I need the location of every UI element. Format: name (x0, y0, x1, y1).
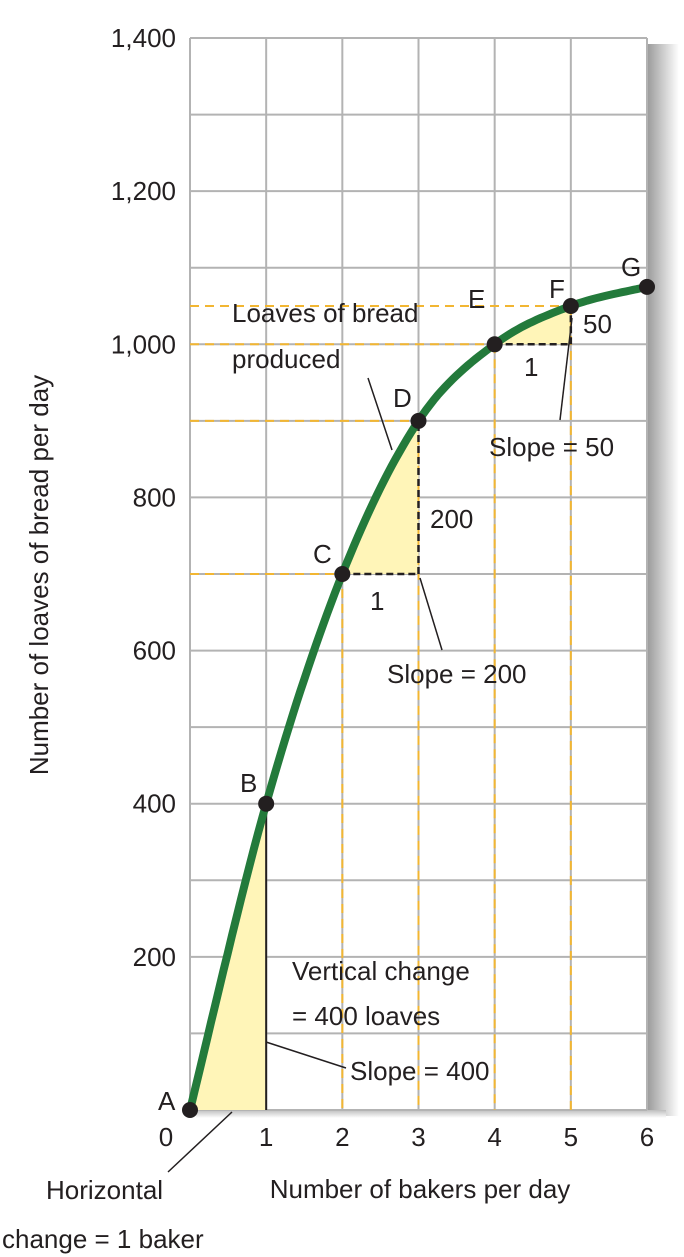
data-point-g (639, 278, 655, 295)
y-tick-label: 600 (133, 636, 176, 666)
ab-vertical-line2: = 400 loaves (292, 1001, 440, 1031)
data-points (182, 278, 655, 1118)
y-tick-label: 1,200 (111, 176, 176, 206)
ef-run-label: 1 (524, 352, 538, 382)
x-tick-label: 0 (159, 1122, 173, 1152)
x-tick-label: 2 (335, 1122, 349, 1152)
point-label-e: E (468, 284, 485, 314)
point-label-d: D (393, 383, 412, 413)
curve-label-line2: produced (232, 344, 340, 374)
ef-slope-label: Slope = 50 (489, 432, 614, 462)
y-tick-label: 1,000 (111, 329, 176, 359)
data-point-a (182, 1102, 198, 1118)
cd-run-label: 1 (370, 586, 384, 616)
ab-slope-leader (265, 1041, 347, 1069)
ab-horizontal-leader (167, 1111, 233, 1173)
point-labels: A B C D E F G (158, 252, 641, 1116)
data-point-e (486, 336, 503, 353)
ef-rise-label: 50 (583, 309, 612, 339)
ef-slope-leader (559, 317, 573, 421)
leader-lines (167, 317, 573, 1173)
x-tick-label: 4 (487, 1122, 501, 1152)
y-tick-label: 800 (133, 482, 176, 512)
cd-rise-label: 200 (430, 504, 473, 534)
ab-vertical-line1: Vertical change (292, 956, 470, 986)
point-label-b: B (240, 768, 257, 798)
data-point-f (562, 298, 579, 314)
point-label-g: G (621, 252, 641, 282)
y-tick-label: 1,400 (111, 23, 176, 53)
cd-slope-leader (419, 577, 443, 651)
x-tick-label: 1 (259, 1122, 273, 1152)
x-tick-label: 5 (564, 1122, 578, 1152)
dashed-guides (189, 305, 573, 1111)
x-tick-label: 3 (411, 1122, 425, 1152)
tick-labels: 200 400 600 800 1,000 1,200 1,400 0 1 2 3 4 5 6 (111, 23, 654, 1152)
curve-label-leader (367, 377, 393, 451)
x-tick-label: 6 (640, 1122, 654, 1152)
point-label-f: F (549, 274, 565, 304)
data-point-c (334, 566, 351, 582)
point-label-a: A (158, 1086, 176, 1116)
ab-slope-label: Slope = 400 (350, 1056, 490, 1086)
y-tick-label: 200 (133, 942, 176, 972)
point-label-c: C (313, 539, 332, 569)
data-point-d (410, 412, 427, 429)
plot-shadow-bottom (196, 1110, 666, 1118)
y-axis-label: Number of loaves of bread per day (24, 375, 54, 775)
ab-horizontal-line1: Horizontal (46, 1175, 163, 1205)
annotations: Loaves of bread produced 200 1 Slope = 2… (2, 298, 614, 1254)
y-tick-label: 400 (133, 789, 176, 819)
curve-label-line1: Loaves of bread (232, 298, 418, 328)
ab-horizontal-line2: change = 1 baker (2, 1224, 204, 1254)
plot-shadow-right (647, 44, 679, 1116)
x-axis-label: Number of bakers per day (270, 1174, 571, 1204)
data-point-b (258, 795, 275, 812)
cd-slope-label: Slope = 200 (387, 659, 527, 689)
